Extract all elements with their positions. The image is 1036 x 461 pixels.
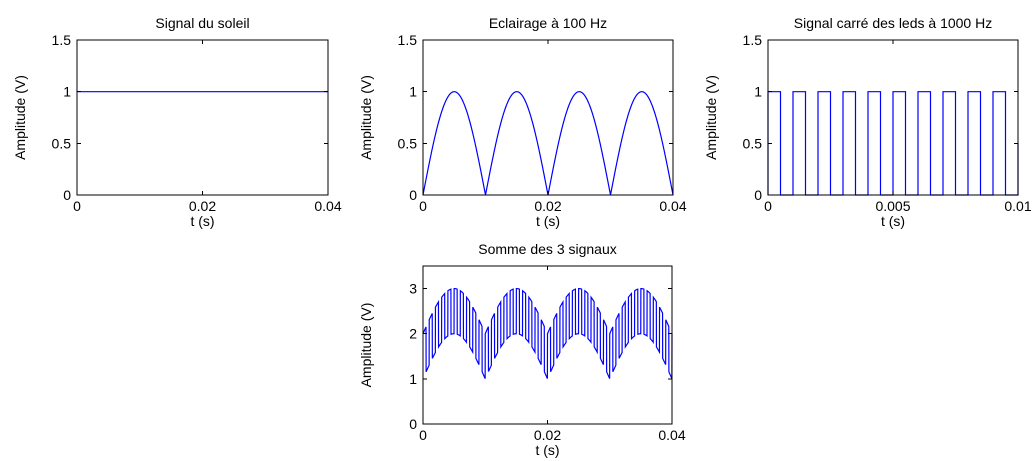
series-line <box>767 91 1019 196</box>
y-axis-label: Amplitude (V) <box>703 75 719 160</box>
y-tick-label: 1 <box>63 84 71 100</box>
x-tick-label: 0.04 <box>658 427 685 443</box>
x-tick-label: 0 <box>419 427 427 443</box>
chart-eclairage-100hz: 0 0.02 0.04 0 0.5 1 1.5 Eclairage à 100 Hz t (s)… <box>358 15 687 229</box>
x-tick-label: 0.01 <box>1004 198 1031 214</box>
y-tick-label: 0.5 <box>743 135 763 151</box>
axes-frame <box>422 39 674 196</box>
x-tick-label: 0 <box>73 198 81 214</box>
axes-frame <box>76 39 329 196</box>
y-tick-label: 1 <box>754 84 762 100</box>
x-tick-label: 0.02 <box>534 427 561 443</box>
x-axis-label: t (s) <box>536 213 560 229</box>
x-axis-label: t (s) <box>190 213 214 229</box>
x-tick-label: 0.04 <box>659 198 686 214</box>
chart-title: Signal carré des leds à 1000 Hz <box>794 15 992 31</box>
y-axis-label: Amplitude (V) <box>358 75 374 160</box>
y-tick-label: 1.5 <box>52 32 72 48</box>
chart-signal-du-soleil: 0 0.02 0.04 0 0.5 1 1.5 Signal du soleil t (s) Am… <box>12 15 342 229</box>
series-line <box>422 91 674 196</box>
x-tick-label: 0 <box>419 198 427 214</box>
chart-title: Signal du soleil <box>155 15 249 31</box>
y-tick-label: 1.5 <box>743 32 763 48</box>
chart-title: Eclairage à 100 Hz <box>489 15 607 31</box>
y-tick-label: 0.5 <box>398 135 418 151</box>
y-tick-label: 2 <box>409 326 417 342</box>
series-line <box>422 287 673 379</box>
chart-title: Somme des 3 signaux <box>478 241 617 257</box>
x-tick-label: 0.02 <box>534 198 561 214</box>
y-tick-label: 1.5 <box>398 32 418 48</box>
x-tick-label: 0.04 <box>314 198 341 214</box>
chart-signal-carre-leds: 0 0.005 0.01 0 0.5 1 1.5 Signal carré des leds … <box>703 15 1032 229</box>
x-axis-label: t (s) <box>881 213 905 229</box>
y-tick-label: 1 <box>409 371 417 387</box>
y-tick-label: 0 <box>754 187 762 203</box>
x-tick-label: 0.005 <box>875 198 910 214</box>
chart-somme-3-signaux: 0 0.02 0.04 0 1 2 3 Somme des 3 signaux t (s) Amp… <box>358 241 686 458</box>
y-axis-label: Amplitude (V) <box>358 303 374 388</box>
y-tick-label: 0 <box>409 416 417 432</box>
y-tick-label: 1 <box>409 84 417 100</box>
x-tick-label: 0 <box>764 198 772 214</box>
y-tick-label: 3 <box>409 281 417 297</box>
y-tick-label: 0 <box>409 187 417 203</box>
x-tick-label: 0.02 <box>189 198 216 214</box>
y-axis-label: Amplitude (V) <box>12 75 28 160</box>
x-axis-label: t (s) <box>535 442 559 458</box>
y-tick-label: 0.5 <box>52 135 72 151</box>
y-tick-label: 0 <box>63 187 71 203</box>
